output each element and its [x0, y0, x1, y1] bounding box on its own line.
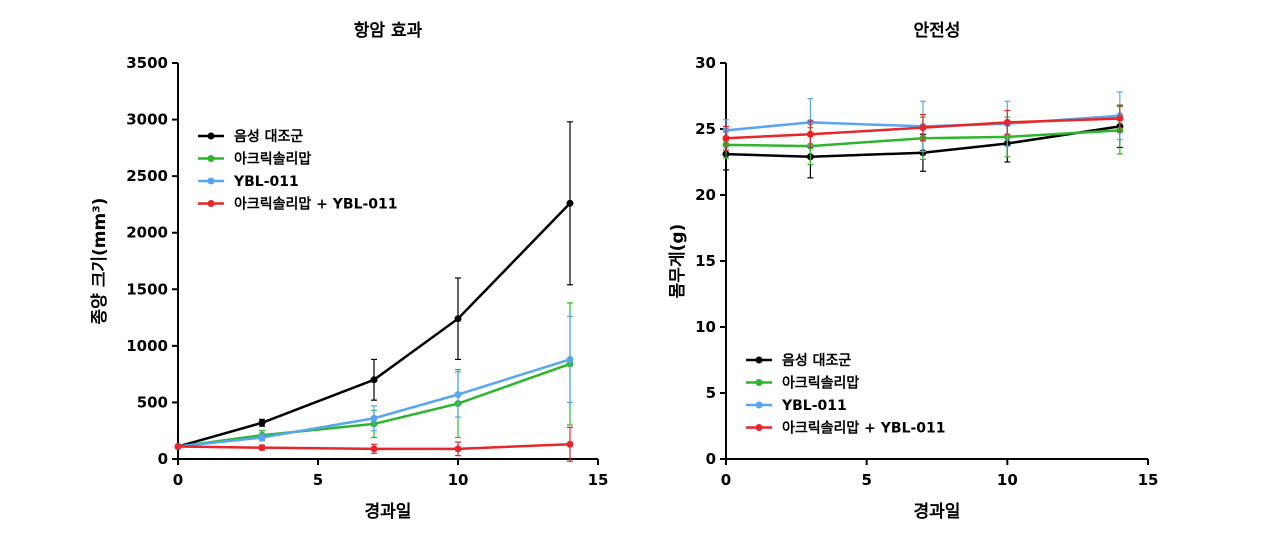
- x-tick-label: 15: [1138, 471, 1159, 489]
- data-point: [370, 445, 378, 453]
- legend-label: 아크릭솔리맙 + YBL-011: [782, 420, 946, 437]
- series-3: [174, 426, 574, 462]
- y-tick-label: 1500: [126, 280, 168, 298]
- y-tick-label: 3500: [126, 54, 168, 72]
- y-axis-title: 몸무게(g): [668, 224, 688, 299]
- y-axis-title: 종양 크기(mm³): [90, 198, 110, 325]
- data-point: [1116, 114, 1124, 122]
- data-point: [566, 199, 574, 207]
- x-tick-label: 5: [861, 471, 871, 489]
- legend-marker: [755, 424, 763, 431]
- chart-title: 항암 효과: [354, 20, 423, 41]
- y-tick-label: 20: [695, 186, 716, 204]
- legend-label: 아크릭솔리맙 + YBL-011: [234, 196, 398, 213]
- legend-marker: [755, 401, 763, 409]
- y-tick-label: 2500: [126, 167, 168, 185]
- y-tick-label: 3000: [126, 111, 168, 129]
- data-point: [258, 444, 266, 452]
- y-tick-label: 500: [137, 393, 168, 411]
- data-point: [370, 414, 378, 422]
- y-tick-label: 5: [706, 384, 716, 402]
- y-tick-label: 25: [695, 120, 716, 138]
- data-point: [454, 445, 462, 453]
- data-point: [1003, 118, 1011, 126]
- legend-label: YBL-011: [233, 174, 299, 190]
- data-point: [454, 391, 462, 399]
- legend-marker: [207, 177, 215, 185]
- chart-title: 안전성: [914, 21, 961, 41]
- x-tick-label: 15: [588, 471, 609, 489]
- x-tick-label: 0: [721, 471, 731, 489]
- tumor-size-chart: 항암 효과 0 500 1000 1500 2000 2500 3000 3500 0 5 10 15 경…: [90, 20, 608, 522]
- data-point: [919, 124, 927, 132]
- data-point: [722, 134, 730, 142]
- y-tick-label: 10: [695, 318, 716, 336]
- legend-label: 아크릭솔리맙: [234, 151, 311, 168]
- data-point: [258, 434, 266, 442]
- body-weight-chart: 안전성 0 5 10 15 20 25 30 0 5 10 15 경과일 몸무게(g) 음성 대조군아크릭솔…: [668, 21, 1158, 522]
- data-point: [370, 376, 378, 384]
- legend-marker: [207, 200, 215, 207]
- series-2: [174, 315, 574, 451]
- x-axis-title: 경과일: [914, 502, 961, 522]
- legend-marker: [755, 356, 763, 364]
- legend-marker: [207, 155, 215, 162]
- x-tick-label: 10: [997, 471, 1018, 489]
- data-point: [806, 130, 814, 138]
- x-tick-label: 10: [448, 471, 469, 489]
- y-tick-label: 0: [158, 450, 168, 468]
- x-tick-label: 0: [173, 471, 183, 489]
- data-point: [454, 315, 462, 323]
- legend-label: 음성 대조군: [782, 353, 851, 369]
- legend-label: 아크릭솔리맙: [782, 375, 859, 392]
- data-point: [258, 419, 266, 427]
- data-point: [174, 443, 182, 451]
- legend-marker: [207, 132, 215, 140]
- legend-label: 음성 대조군: [234, 129, 303, 145]
- y-tick-label: 2000: [126, 224, 168, 242]
- data-point: [566, 440, 574, 448]
- y-tick-label: 30: [695, 54, 716, 72]
- y-tick-label: 15: [695, 252, 716, 270]
- data-point: [566, 355, 574, 363]
- legend-label: YBL-011: [781, 398, 847, 414]
- y-tick-label: 1000: [126, 337, 168, 355]
- legend-marker: [755, 379, 763, 386]
- series-3: [722, 104, 1124, 151]
- x-tick-label: 5: [313, 471, 323, 489]
- x-axis-title: 경과일: [365, 502, 412, 522]
- y-tick-label: 0: [706, 450, 716, 468]
- series-0: [174, 121, 574, 451]
